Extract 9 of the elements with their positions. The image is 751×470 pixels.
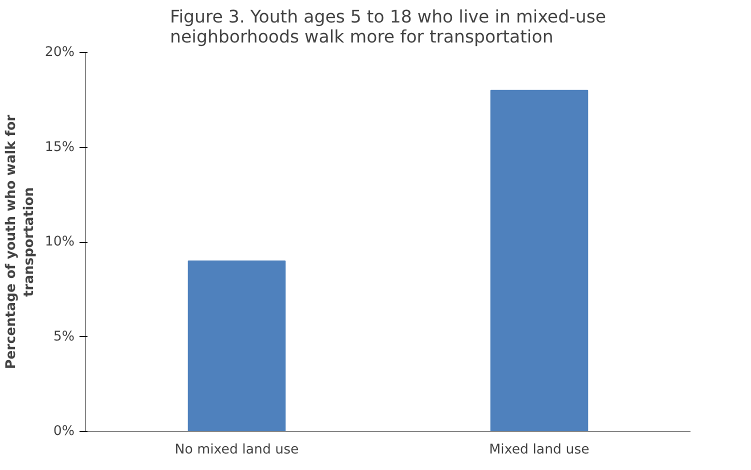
x-tick-label: No mixed land use: [174, 442, 299, 458]
y-tick-label: 10%: [44, 234, 74, 250]
y-tick-label: 5%: [53, 329, 75, 344]
chart-title: Figure 3. Youth ages 5 to 18 who live in mixed-use neighborhoods walk more for transportation: [170, 8, 606, 48]
y-axis-title: Percentage of youth who walk for transportation: [4, 114, 37, 370]
y-tick-label: 0%: [53, 424, 75, 439]
x-tick-label: Mixed land use: [489, 442, 590, 458]
y-tick-label: 15%: [44, 140, 74, 155]
y-tick-label: 20%: [44, 45, 74, 60]
